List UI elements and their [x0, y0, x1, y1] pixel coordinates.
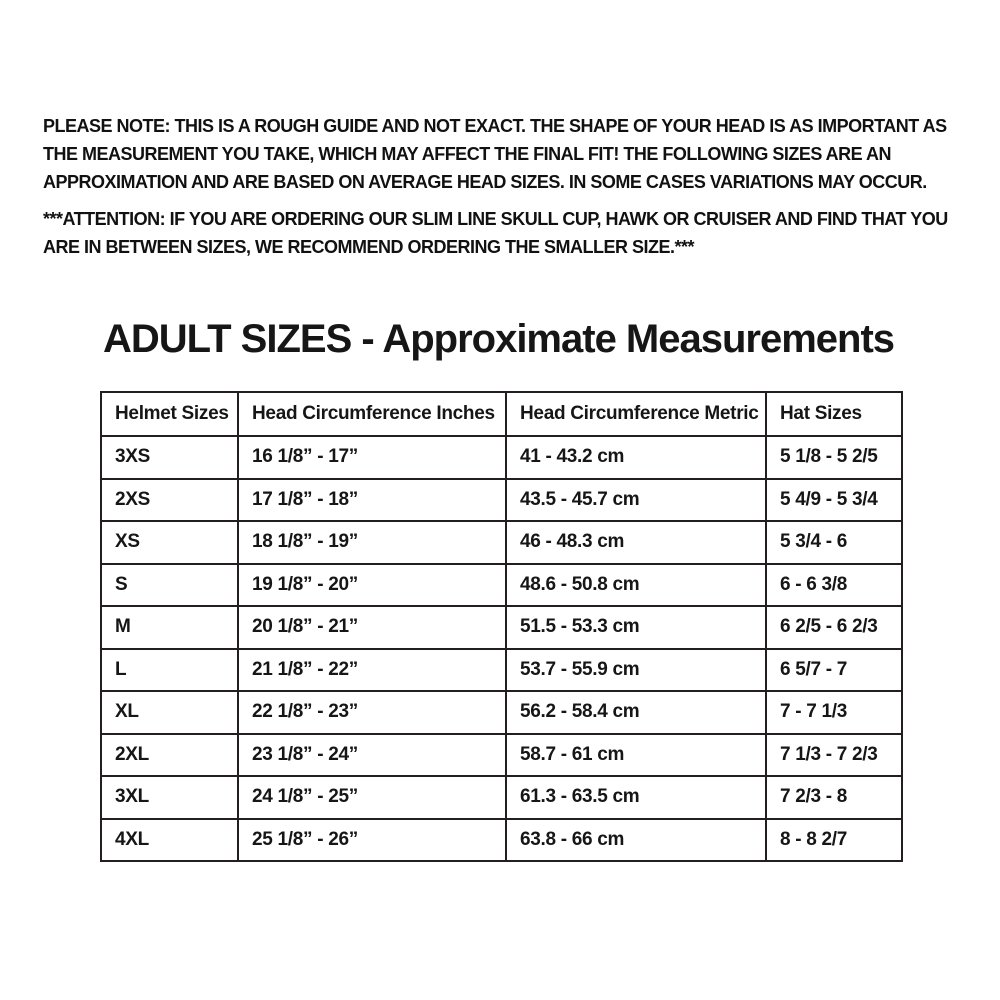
cell-metric: 46 - 48.3 cm	[505, 520, 767, 565]
cell-hat-size: 5 1/8 - 5 2/5	[765, 435, 903, 480]
cell-hat-size: 7 2/3 - 8	[765, 775, 903, 820]
cell-helmet-size: XL	[100, 690, 239, 735]
header-hat-sizes: Hat Sizes	[765, 391, 903, 437]
table-row: 3XS 16 1/8” - 17” 41 - 43.2 cm 5 1/8 - 5…	[100, 435, 903, 480]
cell-inches: 20 1/8” - 21”	[237, 605, 507, 650]
cell-helmet-size: L	[100, 647, 239, 692]
cell-hat-size: 5 4/9 - 5 3/4	[765, 477, 903, 522]
cell-inches: 21 1/8” - 22”	[237, 647, 507, 692]
cell-hat-size: 7 1/3 - 7 2/3	[765, 732, 903, 777]
cell-helmet-size: 2XS	[100, 477, 239, 522]
cell-helmet-size: 4XL	[100, 817, 239, 862]
table-header-row: Helmet Sizes Head Circumference Inches H…	[100, 391, 903, 437]
header-head-circumference-inches: Head Circumference Inches	[237, 391, 507, 437]
table-row: 2XL 23 1/8” - 24” 58.7 - 61 cm 7 1/3 - 7…	[100, 732, 903, 777]
cell-metric: 63.8 - 66 cm	[505, 817, 767, 862]
table-row: S 19 1/8” - 20” 48.6 - 50.8 cm 6 - 6 3/8	[100, 562, 903, 607]
cell-inches: 18 1/8” - 19”	[237, 520, 507, 565]
cell-hat-size: 6 2/5 - 6 2/3	[765, 605, 903, 650]
cell-metric: 51.5 - 53.3 cm	[505, 605, 767, 650]
table-row: L 21 1/8” - 22” 53.7 - 55.9 cm 6 5/7 - 7	[100, 647, 903, 692]
table-row: XS 18 1/8” - 19” 46 - 48.3 cm 5 3/4 - 6	[100, 520, 903, 565]
cell-helmet-size: S	[100, 562, 239, 607]
cell-hat-size: 7 - 7 1/3	[765, 690, 903, 735]
cell-helmet-size: M	[100, 605, 239, 650]
cell-metric: 48.6 - 50.8 cm	[505, 562, 767, 607]
cell-inches: 22 1/8” - 23”	[237, 690, 507, 735]
table-row: XL 22 1/8” - 23” 56.2 - 58.4 cm 7 - 7 1/…	[100, 690, 903, 735]
cell-hat-size: 5 3/4 - 6	[765, 520, 903, 565]
cell-hat-size: 8 - 8 2/7	[765, 817, 903, 862]
cell-inches: 19 1/8” - 20”	[237, 562, 507, 607]
table-row: 2XS 17 1/8” - 18” 43.5 - 45.7 cm 5 4/9 -…	[100, 477, 903, 522]
cell-helmet-size: 2XL	[100, 732, 239, 777]
cell-helmet-size: 3XL	[100, 775, 239, 820]
cell-metric: 61.3 - 63.5 cm	[505, 775, 767, 820]
cell-metric: 41 - 43.2 cm	[505, 435, 767, 480]
page-title: ADULT SIZES - Approximate Measurements	[103, 317, 895, 361]
cell-inches: 23 1/8” - 24”	[237, 732, 507, 777]
cell-hat-size: 6 5/7 - 7	[765, 647, 903, 692]
cell-metric: 56.2 - 58.4 cm	[505, 690, 767, 735]
table-row: 3XL 24 1/8” - 25” 61.3 - 63.5 cm 7 2/3 -…	[100, 775, 903, 820]
adult-sizes-table: Helmet Sizes Head Circumference Inches H…	[100, 391, 903, 862]
attention-paragraph: ***ATTENTION: IF YOU ARE ORDERING OUR SL…	[43, 209, 948, 257]
cell-metric: 43.5 - 45.7 cm	[505, 477, 767, 522]
table-row: M 20 1/8” - 21” 51.5 - 53.3 cm 6 2/5 - 6…	[100, 605, 903, 650]
header-head-circumference-metric: Head Circumference Metric	[505, 391, 767, 437]
cell-inches: 25 1/8” - 26”	[237, 817, 507, 862]
cell-helmet-size: XS	[100, 520, 239, 565]
header-helmet-sizes: Helmet Sizes	[100, 391, 239, 437]
cell-inches: 16 1/8” - 17”	[237, 435, 507, 480]
table-row: 4XL 25 1/8” - 26” 63.8 - 66 cm 8 - 8 2/7	[100, 817, 903, 862]
cell-helmet-size: 3XS	[100, 435, 239, 480]
cell-inches: 24 1/8” - 25”	[237, 775, 507, 820]
cell-hat-size: 6 - 6 3/8	[765, 562, 903, 607]
please-note-paragraph: PLEASE NOTE: THIS IS A ROUGH GUIDE AND N…	[43, 116, 947, 192]
cell-inches: 17 1/8” - 18”	[237, 477, 507, 522]
cell-metric: 58.7 - 61 cm	[505, 732, 767, 777]
cell-metric: 53.7 - 55.9 cm	[505, 647, 767, 692]
